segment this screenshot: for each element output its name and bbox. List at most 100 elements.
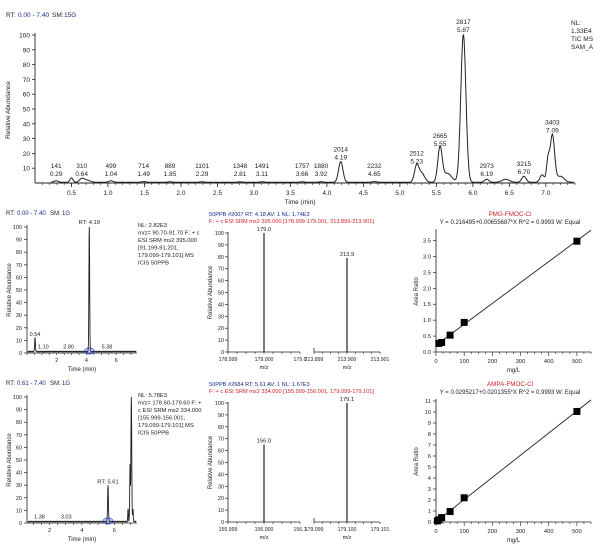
y-tick-label: 20 [218, 326, 224, 332]
y-axis-label: Relative Abundance [5, 81, 12, 139]
x-tick-label: 213.901 [371, 357, 390, 363]
y-tick-label: 70 [23, 77, 31, 84]
x-axis-label: m/z [260, 535, 269, 541]
peak-rt-label: 3.11 [256, 171, 269, 178]
y-tick-label: 2.5 [423, 270, 431, 276]
peak-rt-label: 7.09 [546, 128, 559, 135]
x-tick-label: 6 [113, 528, 116, 534]
x-tick-label: 300 [516, 359, 526, 365]
peak-scan-label: 1491 [255, 163, 270, 170]
y-axis-label: Relative Abundance [208, 265, 214, 319]
y-tick-label: 6 [428, 454, 431, 460]
integration-marker [102, 517, 114, 525]
peak-rt-label: 4.19 [334, 154, 347, 161]
x-tick-label: 1.5 [140, 190, 149, 197]
x-tick-label: 178.999 [219, 357, 238, 363]
peak-scan-label: 2665 [433, 133, 448, 140]
y-axis-label: Relative Abundance [7, 433, 13, 487]
x-tick-label: 179.000 [255, 357, 274, 363]
y-tick-label: 10 [23, 166, 31, 173]
peak-scan-label: 1757 [295, 163, 310, 170]
y-tick-label: 60 [16, 275, 22, 281]
y-tick-label: 80 [16, 420, 22, 426]
calibration-point [438, 338, 446, 346]
peak-scan-label: 1101 [195, 163, 209, 170]
x-tick-label: 2 [48, 528, 51, 534]
pmg-chromatogram: RT: 0.00 - 7.40 SM: 1G NL: 2.82E3 m/z= 90.70-… [6, 211, 200, 373]
y-axis-label: Relative Abundance [7, 263, 13, 317]
y-tick-label: 30 [218, 484, 224, 490]
x-axis-label: Time (min) [68, 537, 96, 543]
x-tick-label: 4.5 [359, 190, 368, 197]
info-line: NL: 5.78E3 [138, 393, 167, 399]
x-axis-label: m/z [343, 535, 352, 541]
info-line: c ESI SRM ms2 334.000 [138, 408, 201, 414]
sm-label: SM: [50, 381, 61, 387]
y-tick-label: 50 [218, 461, 224, 467]
y-tick-label: 10 [16, 508, 22, 514]
pmg-spectrum: 50PPB #2007 RT: 4.18 AV: 1 NL: 1.74E3F: … [208, 212, 389, 371]
x-tick-label: 0 [434, 359, 437, 365]
y-tick-label: 10 [218, 508, 224, 514]
y-tick-label: 9 [428, 421, 431, 427]
y-tick-label: 40 [16, 301, 22, 307]
minor-peak-label: 0.54 [30, 332, 41, 338]
pmg-calibration: PMG-FMOC-Cl Y = 0.216495+0.00655687*X R^2… [414, 211, 592, 374]
y-tick-label: 70 [218, 267, 224, 273]
y-tick-label: 4 [428, 476, 432, 482]
info-line: [91.199-91.201, [138, 246, 179, 252]
info-line: ICIS 50PPB [138, 431, 169, 437]
calibration-equation: Y = 0.216495+0.00655687*X R^2 = 0.9993 W… [440, 220, 581, 226]
minor-peak-label: 5.38 [102, 344, 113, 350]
y-tick-label: 60 [23, 92, 31, 99]
peak-rt-label: 1.85 [164, 171, 177, 178]
minor-peak-label: 3.03 [61, 514, 72, 520]
y-tick-label: 100 [215, 231, 224, 237]
y-axis-label: Area Ratio [414, 277, 420, 306]
x-tick-label: 400 [544, 529, 554, 535]
info-line: ICIS 50PPB [138, 261, 169, 267]
sm-value: 1G [62, 381, 70, 387]
y-tick-label: 90 [16, 238, 22, 244]
peak-rt-label: 1.49 [137, 171, 150, 178]
peak-scan-label: 3215 [517, 161, 532, 168]
y-tick-label: 80 [218, 255, 224, 261]
y-tick-label: 100 [13, 225, 22, 231]
x-tick-label: 4 [85, 358, 88, 364]
calibration-point [573, 407, 581, 415]
x-tick-label: 179.099 [305, 527, 324, 533]
y-tick-label: 1 [428, 509, 431, 515]
rt-label: RT: [6, 12, 16, 19]
spectrum-peak-label: 179.0 [257, 227, 272, 233]
x-tick-label: 1.0 [103, 190, 112, 197]
peak-scan-label: 2973 [479, 163, 494, 170]
y-tick-label: 10 [16, 338, 22, 344]
peak-rt-label: 2.29 [196, 171, 209, 178]
rt-label: RT: [6, 381, 15, 387]
y-tick-label: 1.0 [423, 318, 431, 324]
y-tick-label: 50 [218, 291, 224, 297]
x-tick-label: 3.0 [249, 190, 258, 197]
y-tick-label: 70 [218, 437, 224, 443]
peak-rt-label: 2.81 [234, 171, 247, 178]
x-tick-label: 100 [459, 359, 469, 365]
y-tick-label: 80 [218, 425, 224, 431]
spectrum-header: 50PPB #2007 RT: 4.18 AV: 1 NL: 1.74E3 [209, 212, 310, 218]
y-tick-label: 80 [23, 62, 31, 69]
info-line: [155.999-156.001, [138, 416, 185, 422]
integration-marker [83, 347, 95, 355]
calibration-equation: Y = 0.0295217+0.0201355*X R^2 = 0.9993 W… [440, 390, 581, 396]
x-tick-label: 4.0 [322, 190, 331, 197]
peak-rt-label: RT: 4.19 [79, 220, 100, 226]
x-tick-label: 179.100 [338, 527, 357, 533]
x-tick-label: 5.0 [395, 190, 404, 197]
x-tick-label: 200 [488, 359, 498, 365]
peak-scan-label: 714 [138, 163, 149, 170]
peak-scan-label: 499 [105, 163, 116, 170]
sm-value: 1G [62, 211, 70, 217]
y-tick-label: 60 [218, 279, 224, 285]
info-line: TIC MS [571, 36, 594, 43]
x-tick-label: 6.0 [468, 190, 477, 197]
y-tick-label: 8 [428, 432, 431, 438]
